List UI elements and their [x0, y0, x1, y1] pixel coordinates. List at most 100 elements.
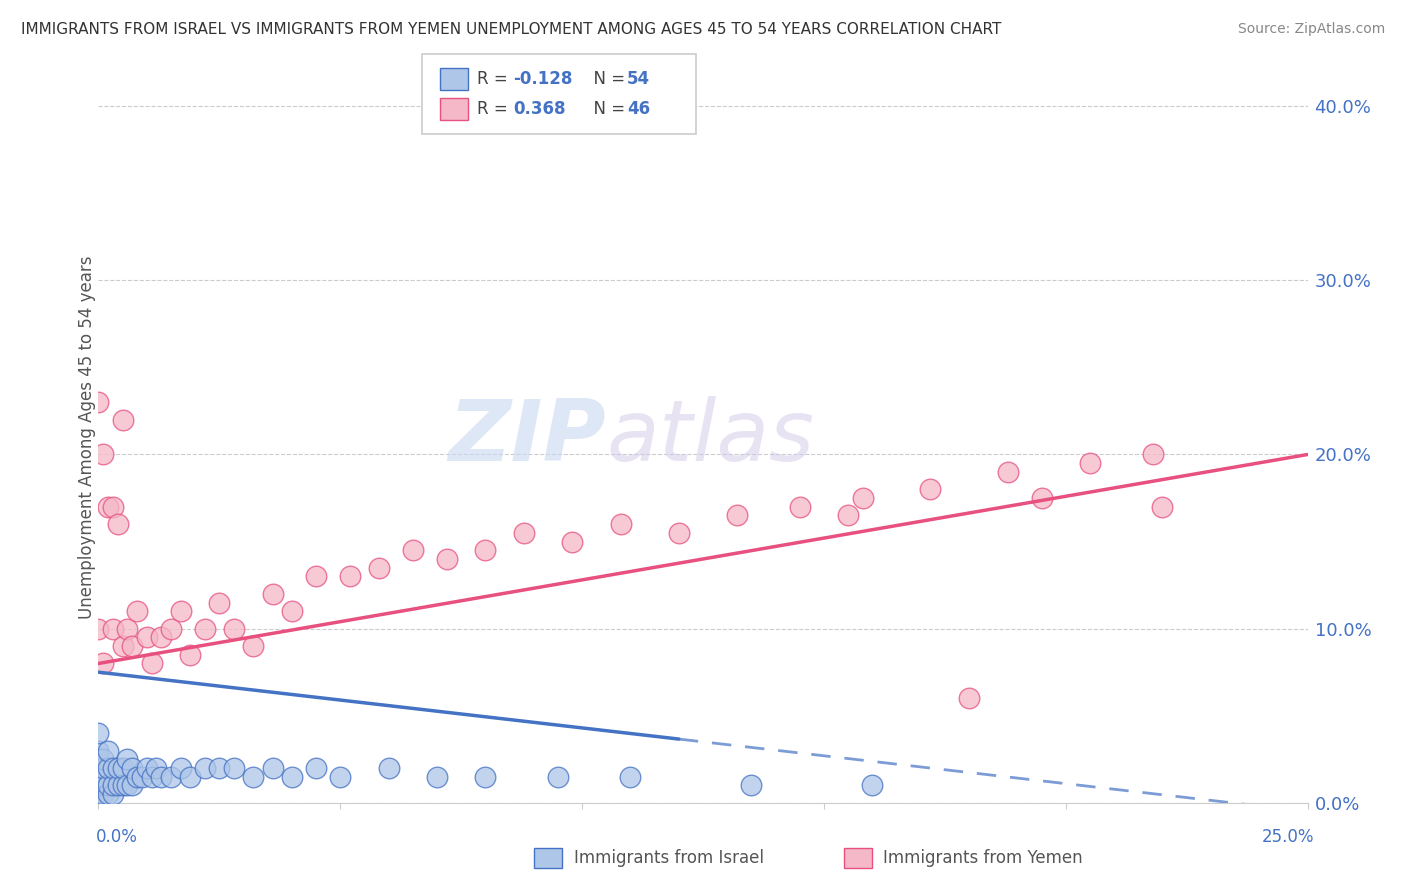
Point — [1031, 491, 1053, 505]
Point — [281, 770, 304, 784]
Text: Immigrants from Israel: Immigrants from Israel — [574, 849, 763, 867]
Point — [368, 560, 391, 574]
Point — [474, 543, 496, 558]
Point — [725, 508, 748, 523]
Point — [87, 778, 110, 792]
Point — [101, 500, 124, 514]
Point — [97, 761, 120, 775]
Text: ZIP: ZIP — [449, 395, 606, 479]
Point — [135, 631, 157, 645]
Text: 0.368: 0.368 — [513, 100, 565, 119]
Point — [87, 761, 110, 775]
Text: 46: 46 — [627, 100, 650, 119]
Point — [87, 787, 110, 801]
Point — [141, 657, 163, 671]
Text: N =: N = — [583, 70, 631, 88]
Point — [547, 770, 569, 784]
Point — [1142, 448, 1164, 462]
Point — [107, 778, 129, 792]
Point — [668, 525, 690, 540]
Point — [107, 761, 129, 775]
Point — [131, 770, 153, 784]
Point — [1078, 456, 1101, 470]
Point — [426, 770, 449, 784]
Point — [97, 743, 120, 757]
Point — [101, 622, 124, 636]
Point — [561, 534, 583, 549]
Point — [281, 604, 304, 618]
Point — [107, 517, 129, 532]
Point — [121, 761, 143, 775]
Point — [87, 770, 110, 784]
Text: N =: N = — [583, 100, 631, 119]
Point — [179, 770, 201, 784]
Text: IMMIGRANTS FROM ISRAEL VS IMMIGRANTS FROM YEMEN UNEMPLOYMENT AMONG AGES 45 TO 54: IMMIGRANTS FROM ISRAEL VS IMMIGRANTS FRO… — [21, 22, 1001, 37]
Point — [117, 622, 139, 636]
Point — [91, 448, 114, 462]
Point — [87, 743, 110, 757]
Point — [222, 622, 245, 636]
Point — [127, 770, 149, 784]
Point — [91, 770, 114, 784]
Point — [101, 787, 124, 801]
Point — [121, 778, 143, 792]
Point — [150, 770, 173, 784]
Point — [111, 412, 134, 426]
Point — [402, 543, 425, 558]
Point — [127, 604, 149, 618]
Point — [111, 761, 134, 775]
Point — [242, 770, 264, 784]
Point — [87, 395, 110, 409]
Point — [101, 778, 124, 792]
Y-axis label: Unemployment Among Ages 45 to 54 years: Unemployment Among Ages 45 to 54 years — [79, 255, 96, 619]
Text: R =: R = — [477, 100, 513, 119]
Point — [87, 726, 110, 740]
Point — [339, 569, 361, 583]
Point — [169, 761, 191, 775]
Point — [262, 761, 284, 775]
Point — [91, 657, 114, 671]
Point — [97, 778, 120, 792]
Point — [141, 770, 163, 784]
Text: 25.0%: 25.0% — [1263, 828, 1315, 846]
Point — [997, 465, 1019, 479]
Point — [121, 639, 143, 653]
Point — [87, 778, 110, 792]
Text: 54: 54 — [627, 70, 650, 88]
Point — [920, 483, 942, 497]
Point — [91, 761, 114, 775]
Point — [513, 525, 536, 540]
Text: Source: ZipAtlas.com: Source: ZipAtlas.com — [1237, 22, 1385, 37]
Text: 0.0%: 0.0% — [96, 828, 138, 846]
Text: atlas: atlas — [606, 395, 814, 479]
Point — [262, 587, 284, 601]
Point — [860, 778, 883, 792]
Point — [222, 761, 245, 775]
Point — [117, 778, 139, 792]
Point — [87, 787, 110, 801]
Point — [305, 569, 328, 583]
Point — [329, 770, 352, 784]
Point — [160, 770, 183, 784]
Point — [97, 500, 120, 514]
Point — [111, 639, 134, 653]
Point — [957, 691, 980, 706]
Point — [837, 508, 859, 523]
Point — [160, 622, 183, 636]
Point — [208, 761, 231, 775]
Point — [111, 778, 134, 792]
Point — [208, 595, 231, 609]
Point — [87, 787, 110, 801]
Text: Immigrants from Yemen: Immigrants from Yemen — [883, 849, 1083, 867]
Text: R =: R = — [477, 70, 513, 88]
Point — [194, 622, 217, 636]
Point — [436, 552, 458, 566]
Point — [789, 500, 811, 514]
Point — [91, 787, 114, 801]
Point — [101, 761, 124, 775]
Point — [87, 752, 110, 766]
Point — [377, 761, 399, 775]
Point — [91, 778, 114, 792]
Point — [169, 604, 191, 618]
Point — [1152, 500, 1174, 514]
